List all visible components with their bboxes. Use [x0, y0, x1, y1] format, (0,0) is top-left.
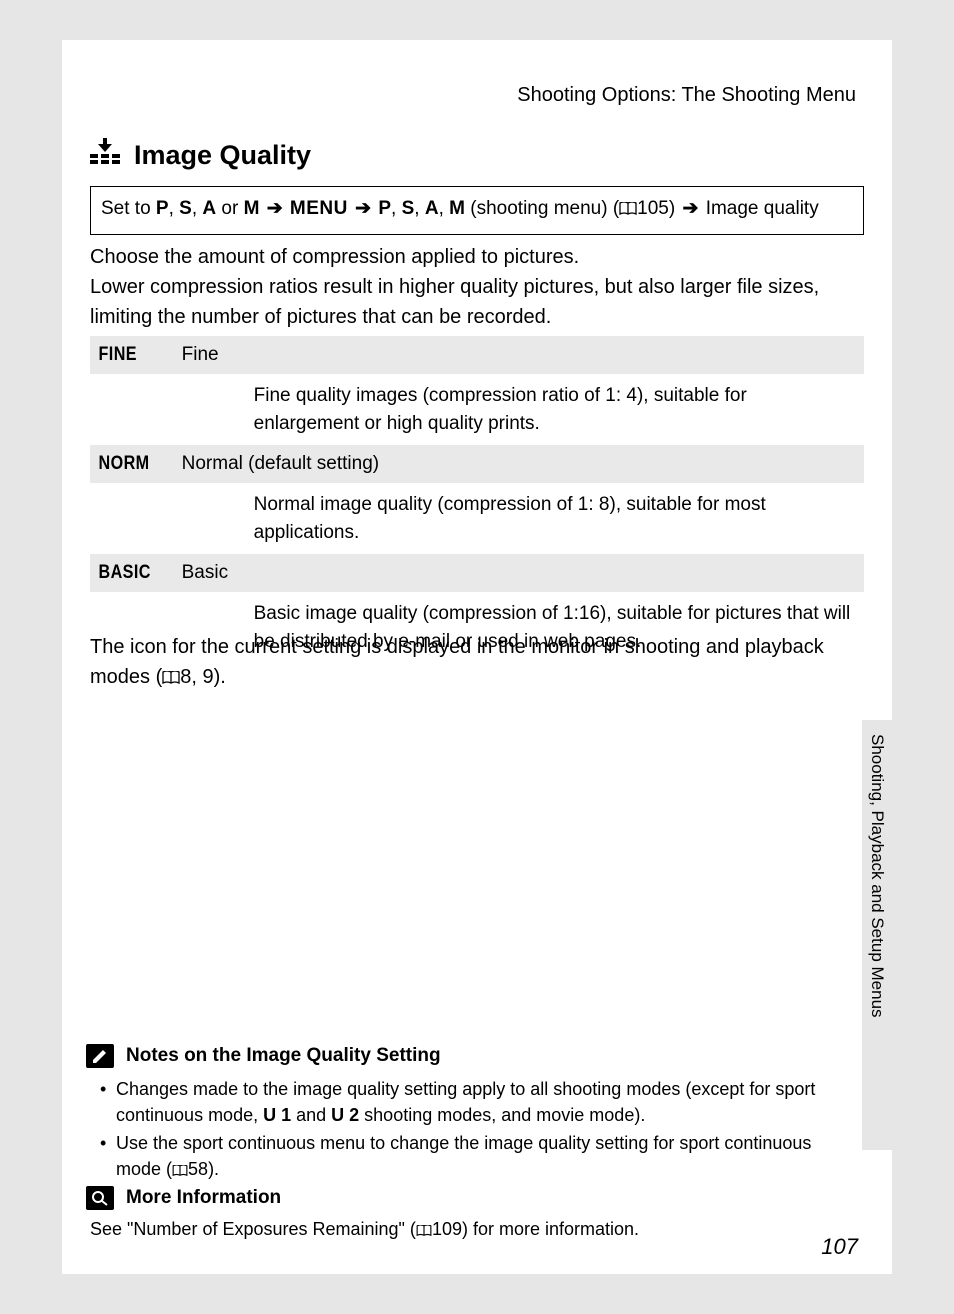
- heading-text: Image Quality: [134, 140, 311, 171]
- image-quality-icon: [90, 138, 120, 169]
- note-bullet: Use the sport continuous menu to change …: [94, 1130, 856, 1184]
- note-text: Use the sport continuous menu to change …: [116, 1133, 811, 1179]
- more-info-title: More Information: [126, 1187, 281, 1209]
- arrow-icon: ➔: [355, 198, 371, 219]
- option-body: Fine quality images (compression ratio o…: [172, 374, 864, 445]
- page-heading: Image Quality: [90, 138, 311, 171]
- note-text: and: [291, 1105, 331, 1125]
- book-reference-icon: [619, 197, 637, 226]
- mode-m: M: [449, 198, 465, 219]
- note-text: ).: [208, 1159, 219, 1179]
- mode-m: M: [244, 198, 260, 219]
- side-tab: Shooting, Playback and Setup Menus: [862, 720, 892, 1150]
- book-reference-icon: [416, 1218, 432, 1244]
- more-info-block: More Information See "Number of Exposure…: [86, 1186, 864, 1244]
- nav-tail: ): [669, 198, 681, 219]
- notes-block: Notes on the Image Quality Setting Chang…: [86, 1044, 864, 1186]
- footer-ref: 8, 9: [180, 666, 213, 688]
- navigation-path: Set to P, S, A or M ➔ MENU ➔ P, S, A, M …: [90, 186, 864, 235]
- option-code: FINE: [90, 336, 159, 374]
- more-info-heading: More Information: [86, 1186, 864, 1210]
- mode-a: A: [425, 198, 439, 219]
- mode-a: A: [202, 198, 216, 219]
- footer-paragraph: The icon for the current setting is disp…: [90, 632, 864, 694]
- table-row-body: Normal image quality (compression of 1: …: [90, 483, 864, 554]
- notes-title: Notes on the Image Quality Setting: [126, 1045, 441, 1067]
- nav-prefix: Set to: [101, 198, 156, 219]
- u1-mode-label: U 1: [263, 1105, 291, 1125]
- book-reference-icon: [172, 1158, 188, 1184]
- arrow-icon: ➔: [682, 198, 698, 219]
- more-info-icon: [86, 1186, 114, 1210]
- pencil-note-icon: [86, 1044, 114, 1068]
- mode-p: P: [378, 198, 391, 219]
- option-code: NORM: [90, 445, 159, 483]
- table-row-body: Fine quality images (compression ratio o…: [90, 374, 864, 445]
- table-row-head: NORM Normal (default setting): [90, 445, 864, 483]
- description-paragraph: Choose the amount of compression applied…: [90, 242, 864, 332]
- nav-final: Image quality: [706, 198, 819, 219]
- notes-list: Changes made to the image quality settin…: [86, 1076, 864, 1184]
- u2-mode-label: U 2: [331, 1105, 359, 1125]
- option-label: Basic: [172, 554, 864, 592]
- notes-heading: Notes on the Image Quality Setting: [86, 1044, 864, 1068]
- option-label: Normal (default setting): [172, 445, 864, 483]
- mode-p: P: [156, 198, 169, 219]
- page: Shooting Options: The Shooting Menu Imag…: [62, 40, 892, 1274]
- mode-s: S: [179, 198, 192, 219]
- page-number: 107: [821, 1234, 858, 1260]
- section-header: Shooting Options: The Shooting Menu: [517, 84, 856, 107]
- more-pre: See "Number of Exposures Remaining" (: [90, 1219, 416, 1239]
- footer-post: ).: [214, 666, 226, 688]
- page-ref-109: 109: [432, 1219, 462, 1239]
- side-tab-label: Shooting, Playback and Setup Menus: [867, 734, 887, 1018]
- more-post: ) for more information.: [462, 1219, 639, 1239]
- shooting-menu-suffix: (shooting menu) (: [465, 198, 619, 219]
- note-bullet: Changes made to the image quality settin…: [94, 1076, 856, 1128]
- more-info-text: See "Number of Exposures Remaining" ( 109…: [90, 1216, 864, 1244]
- table-row-head: BASIC Basic: [90, 554, 864, 592]
- menu-label: MENU: [290, 198, 348, 219]
- option-body: Normal image quality (compression of 1: …: [172, 483, 864, 554]
- page-ref-105: 105: [637, 198, 669, 219]
- arrow-icon: ➔: [267, 198, 283, 219]
- option-label: Fine: [172, 336, 864, 374]
- option-code: BASIC: [90, 554, 159, 592]
- note-text: shooting modes, and movie mode).: [359, 1105, 645, 1125]
- mode-s: S: [402, 198, 415, 219]
- page-ref-58: 58: [188, 1159, 208, 1179]
- book-reference-icon: [162, 664, 180, 694]
- table-row-head: FINE Fine: [90, 336, 864, 374]
- quality-options-table: FINE Fine Fine quality images (compressi…: [90, 336, 864, 663]
